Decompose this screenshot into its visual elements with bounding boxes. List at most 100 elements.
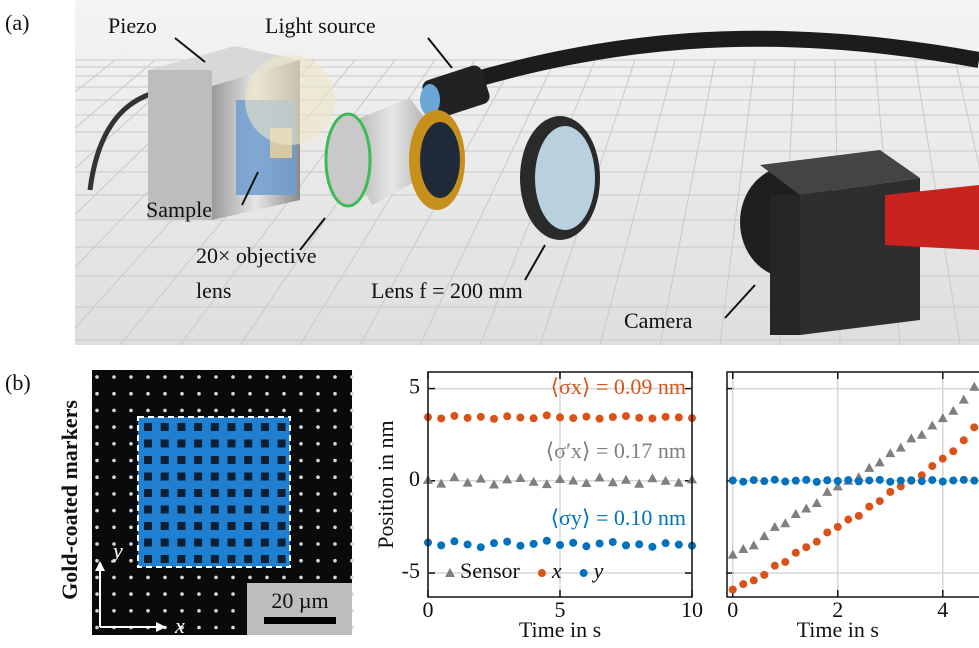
x-tick-label: 10 xyxy=(681,597,703,622)
marker-dot xyxy=(316,576,320,580)
y-tick-label: 5 xyxy=(409,374,420,399)
marker-dot xyxy=(350,459,354,463)
roi-marker xyxy=(261,440,269,448)
marker-dot xyxy=(299,392,303,396)
marker-dot xyxy=(129,475,133,479)
marker-dot xyxy=(112,475,116,479)
marker-dot xyxy=(316,409,320,413)
floor-line xyxy=(0,60,75,345)
roi-marker xyxy=(278,473,286,481)
marker-dot xyxy=(316,559,320,563)
marker-dot xyxy=(95,509,99,513)
marker-dot xyxy=(333,409,337,413)
marker-dot xyxy=(248,409,252,413)
roi-marker xyxy=(144,489,152,497)
marker-dot xyxy=(95,409,99,413)
roi-marker xyxy=(278,522,286,530)
data-point xyxy=(622,412,630,420)
marker-dot xyxy=(265,409,269,413)
axis-y-label: y xyxy=(111,538,123,563)
data-point xyxy=(450,537,458,545)
roi-marker xyxy=(144,456,152,464)
marker-dot xyxy=(248,576,252,580)
data-point xyxy=(490,415,498,423)
marker-dot xyxy=(129,559,133,563)
label: Light source xyxy=(265,13,376,38)
roi-marker xyxy=(177,522,185,530)
roi-marker xyxy=(261,456,269,464)
roi-marker xyxy=(211,506,219,514)
roi-marker xyxy=(161,473,169,481)
data-point xyxy=(918,477,926,485)
marker-dot xyxy=(129,459,133,463)
marker-dot xyxy=(316,492,320,496)
roi-marker xyxy=(161,539,169,547)
label: Camera xyxy=(624,308,693,333)
marker-dot xyxy=(112,526,116,530)
marker-dot xyxy=(299,409,303,413)
x-axis-label: Time in s xyxy=(519,617,601,642)
data-point xyxy=(516,414,524,422)
legend-label: Sensor xyxy=(460,558,521,583)
marker-dot xyxy=(95,526,99,530)
marker-dot xyxy=(95,492,99,496)
marker-dot xyxy=(333,392,337,396)
marker-dot xyxy=(197,576,201,580)
legend-label: x xyxy=(551,558,562,583)
data-point xyxy=(543,537,551,545)
marker-dot xyxy=(316,475,320,479)
data-point xyxy=(582,542,590,550)
roi-marker xyxy=(144,440,152,448)
marker-dot xyxy=(129,375,133,379)
marker-dot xyxy=(197,626,201,630)
marker-dot xyxy=(146,375,150,379)
data-point xyxy=(437,541,445,549)
marker-dot xyxy=(333,459,337,463)
marker-dot xyxy=(95,392,99,396)
marker-dot xyxy=(299,459,303,463)
x-tick-label: 4 xyxy=(937,597,948,622)
data-point xyxy=(886,488,894,496)
roi-marker xyxy=(278,555,286,563)
y-tick-label: -5 xyxy=(402,558,420,583)
marker-dot xyxy=(214,392,218,396)
marker-dot xyxy=(163,592,167,596)
data-point xyxy=(834,477,842,485)
marker-dot xyxy=(282,409,286,413)
data-point xyxy=(928,476,936,484)
roi-marker xyxy=(177,440,185,448)
roi-marker xyxy=(194,489,202,497)
data-point xyxy=(855,512,863,520)
data-point xyxy=(781,478,789,486)
roi-marker xyxy=(278,506,286,514)
roi-marker xyxy=(177,473,185,481)
label: lens xyxy=(196,278,231,303)
roi-marker xyxy=(211,539,219,547)
marker-dot xyxy=(282,375,286,379)
data-point xyxy=(582,413,590,421)
roi-marker xyxy=(211,423,219,431)
label: Piezo xyxy=(108,13,157,38)
roi-marker xyxy=(161,489,169,497)
roi-marker xyxy=(144,473,152,481)
marker-dot xyxy=(299,576,303,580)
marker-dot xyxy=(350,509,354,513)
roi-marker xyxy=(244,522,252,530)
roi-marker xyxy=(161,440,169,448)
label: Lens f = 200 mm xyxy=(371,278,523,303)
marker-dot xyxy=(282,576,286,580)
roi-marker xyxy=(244,506,252,514)
marker-dot xyxy=(231,592,235,596)
panel-label: (b) xyxy=(5,370,31,395)
marker-dot xyxy=(350,442,354,446)
data-point xyxy=(771,476,779,484)
marker-dot xyxy=(299,509,303,513)
marker-dot xyxy=(231,375,235,379)
marker-dot xyxy=(248,392,252,396)
marker-dot xyxy=(129,425,133,429)
data-point xyxy=(662,413,670,421)
roi-marker xyxy=(144,506,152,514)
data-point xyxy=(609,538,617,546)
marker-dot xyxy=(95,559,99,563)
data-point xyxy=(939,455,947,463)
